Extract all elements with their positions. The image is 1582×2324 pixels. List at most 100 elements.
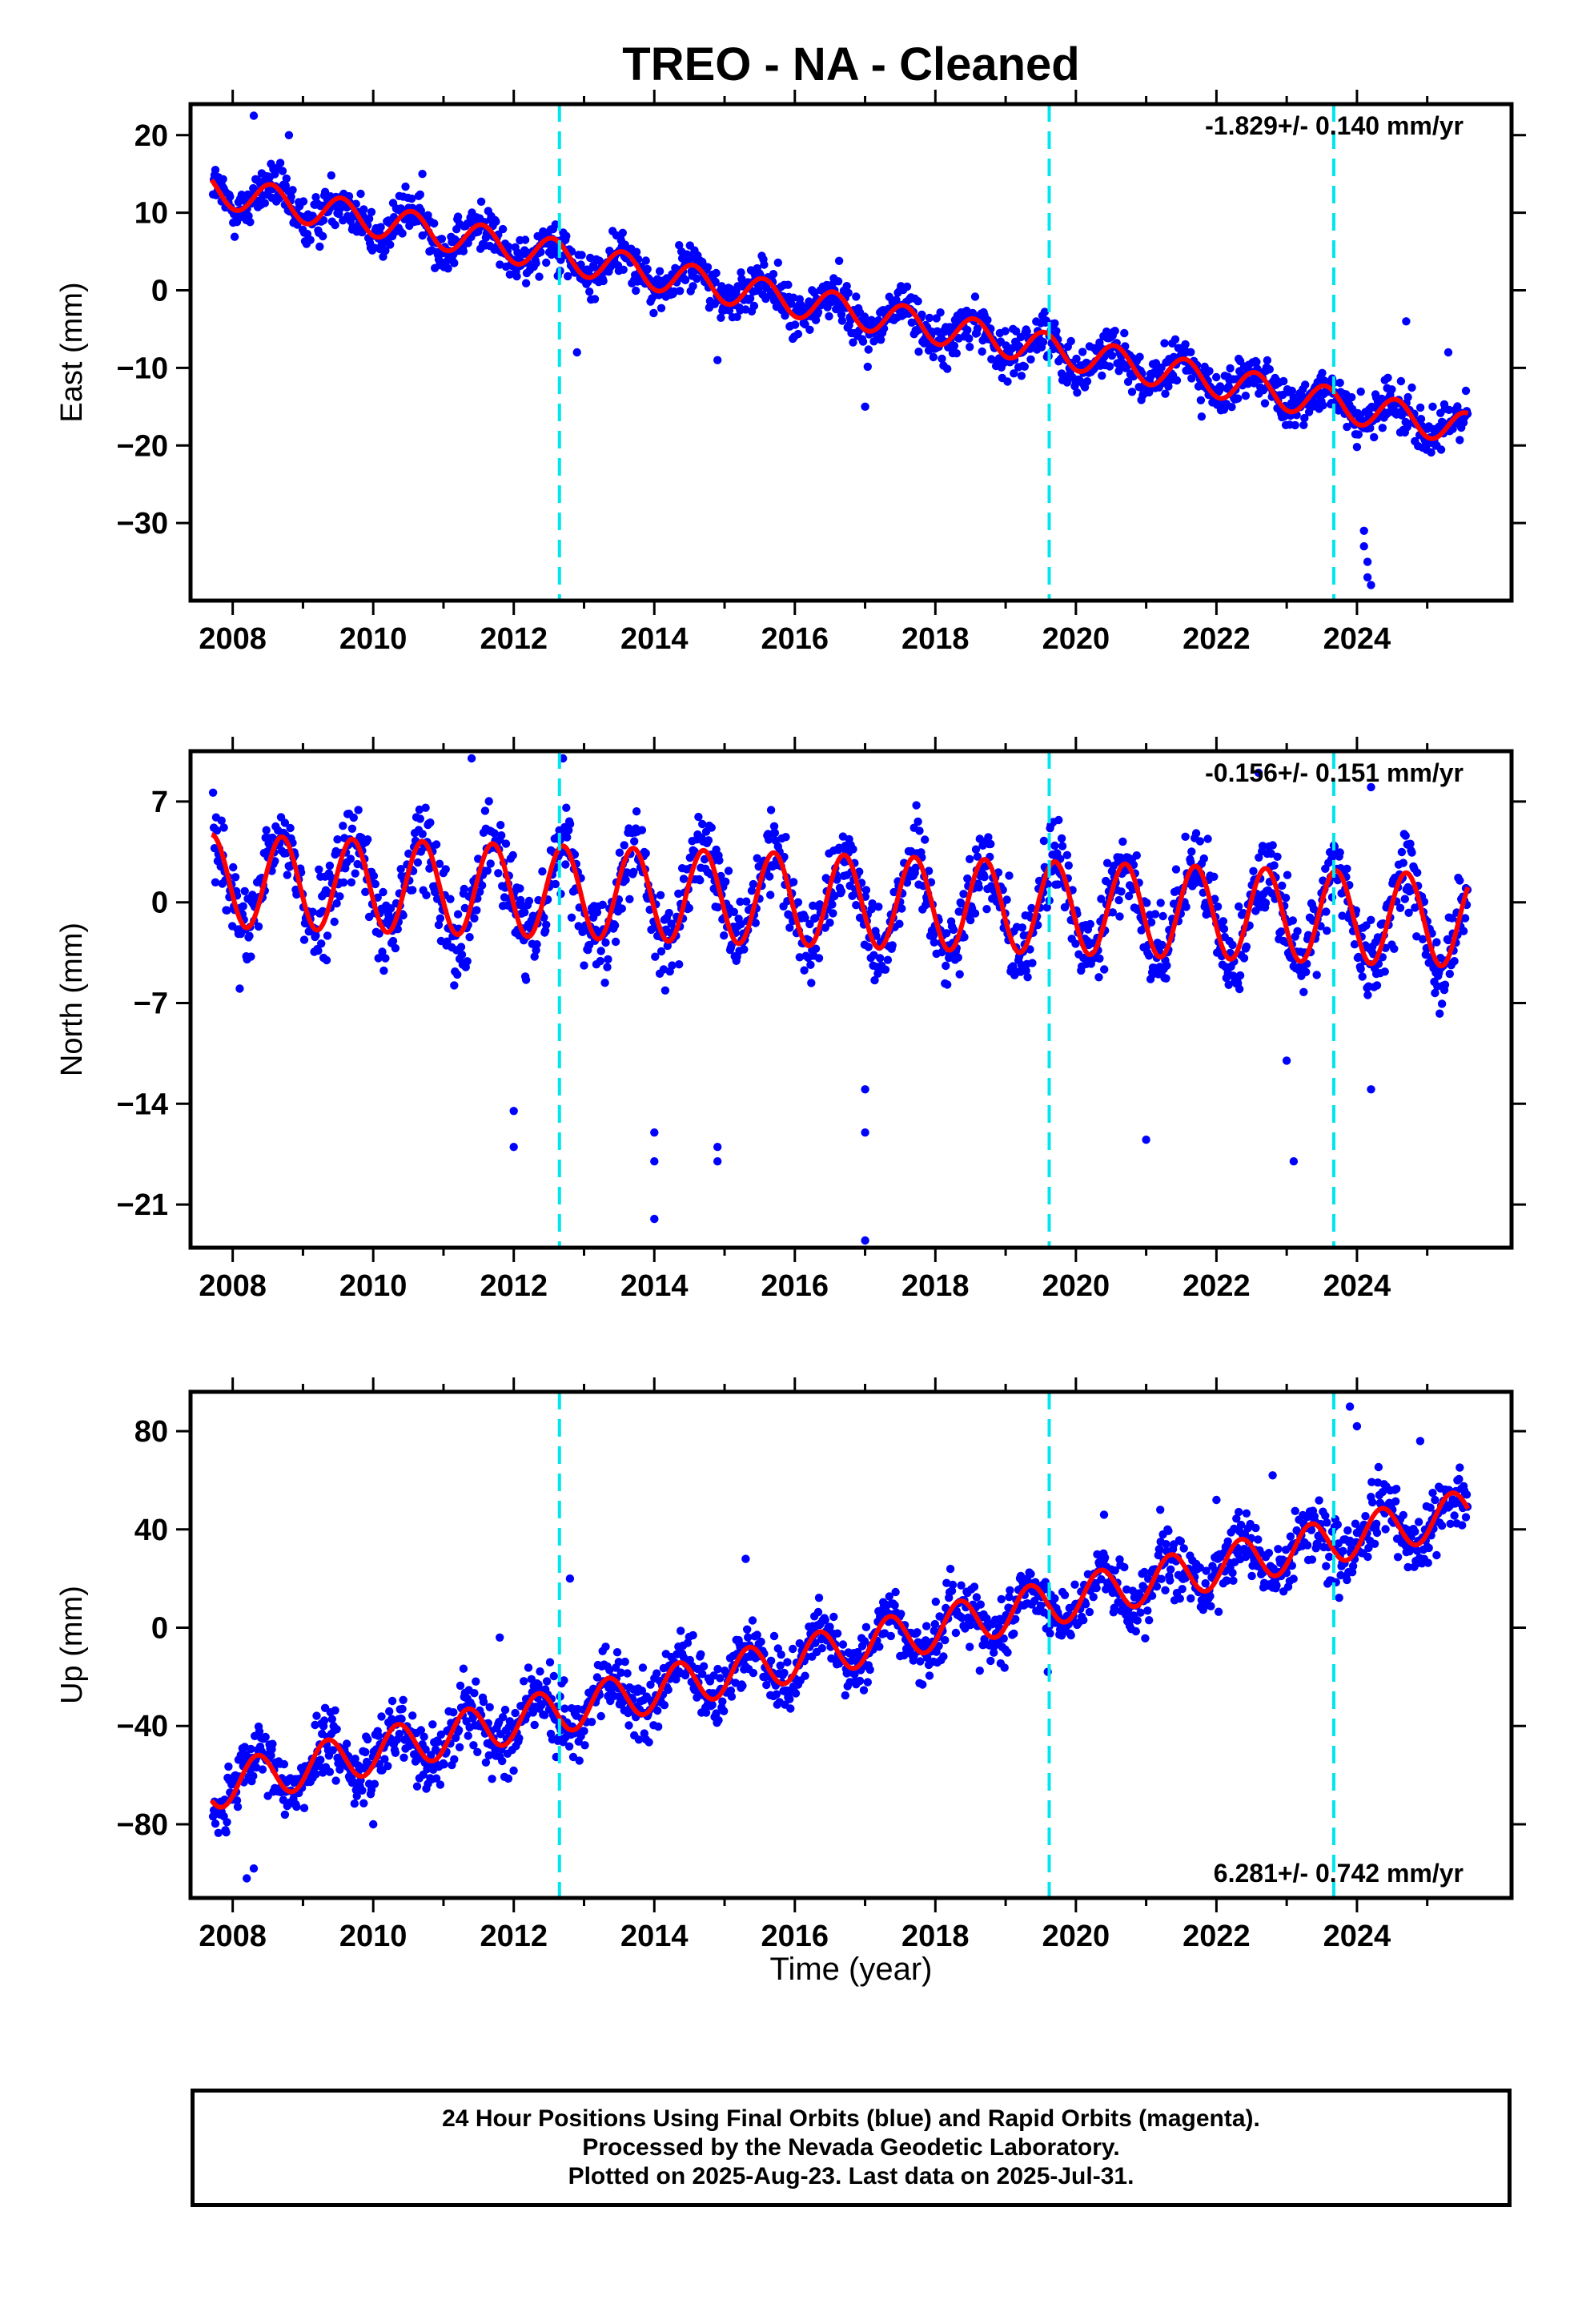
data-point	[942, 929, 951, 938]
data-point	[1390, 944, 1399, 954]
data-point	[356, 189, 365, 199]
data-point	[331, 1706, 339, 1715]
data-point	[1335, 378, 1344, 388]
data-point	[1022, 967, 1030, 975]
data-point	[833, 277, 843, 286]
data-point	[1270, 861, 1279, 870]
data-point	[449, 1708, 458, 1717]
data-point	[1325, 1552, 1334, 1562]
data-point	[1322, 1562, 1331, 1570]
data-point	[418, 231, 427, 240]
data-point	[881, 965, 890, 975]
data-point	[1082, 377, 1092, 386]
data-point	[1206, 1592, 1215, 1601]
data-point	[724, 866, 733, 875]
data-point	[747, 887, 757, 895]
data-point	[432, 1774, 441, 1783]
x-tick-label: 2012	[480, 622, 548, 656]
data-point	[1023, 973, 1032, 982]
data-point	[211, 1819, 220, 1828]
data-point	[1415, 403, 1425, 412]
data-point	[226, 192, 235, 201]
data-point	[472, 906, 481, 915]
data-point	[1201, 1578, 1210, 1588]
data-point	[421, 803, 430, 812]
outlier-point	[713, 1157, 722, 1166]
data-point	[885, 1592, 894, 1601]
data-point	[850, 1670, 859, 1679]
data-point	[288, 186, 297, 195]
data-point	[1443, 935, 1453, 945]
data-point	[512, 271, 521, 281]
data-point	[987, 355, 996, 364]
data-point	[485, 1703, 494, 1711]
data-point	[520, 1677, 528, 1686]
data-point	[325, 1767, 335, 1776]
data-point	[939, 1652, 948, 1661]
data-point	[807, 979, 816, 987]
data-point	[624, 1721, 633, 1730]
data-point	[352, 1791, 361, 1800]
data-point	[729, 907, 738, 917]
data-point	[966, 915, 975, 925]
data-point	[1299, 987, 1308, 997]
data-point	[1097, 1574, 1106, 1584]
data-point	[999, 1634, 1008, 1643]
data-point	[621, 875, 630, 884]
data-point	[456, 943, 466, 951]
data-point	[880, 1629, 889, 1638]
data-point	[1057, 834, 1066, 843]
data-point	[224, 1762, 233, 1771]
data-point	[1352, 443, 1362, 452]
data-point	[971, 845, 981, 854]
data-point	[632, 807, 641, 816]
data-point	[450, 981, 459, 990]
velocity-label: -1.829+/- 0.140 mm/yr	[1205, 111, 1464, 140]
data-point	[1042, 903, 1052, 912]
data-point	[299, 935, 309, 944]
data-point	[1011, 1614, 1020, 1624]
data-point	[1027, 903, 1036, 913]
data-point	[1133, 1616, 1142, 1625]
data-point	[587, 1718, 596, 1727]
data-point	[701, 1708, 711, 1717]
data-point	[1413, 868, 1422, 877]
data-point	[1147, 1591, 1157, 1600]
data-point	[1242, 942, 1251, 951]
data-point	[1254, 1535, 1263, 1544]
data-point	[1401, 831, 1410, 840]
data-point	[374, 1731, 383, 1740]
data-point	[1181, 832, 1190, 842]
y-tick-label: −7	[134, 987, 168, 1020]
data-point	[1066, 1630, 1075, 1640]
data-point	[412, 1782, 422, 1791]
data-point	[1036, 1601, 1046, 1610]
data-point	[488, 1775, 496, 1783]
data-point	[1195, 1563, 1205, 1572]
data-point	[1268, 841, 1277, 850]
data-point	[401, 182, 410, 191]
data-point	[391, 1748, 400, 1757]
data-point	[430, 219, 439, 228]
data-point	[638, 1663, 648, 1672]
data-point	[766, 891, 775, 899]
data-point	[1224, 980, 1233, 990]
data-point	[833, 1629, 842, 1638]
data-point	[387, 1696, 397, 1706]
data-point	[393, 925, 402, 934]
data-point	[1453, 402, 1462, 411]
data-point	[592, 1673, 602, 1682]
data-point	[911, 863, 920, 872]
y-tick-label: 10	[135, 197, 168, 231]
x-tick-label: 2016	[761, 622, 829, 656]
data-point	[1012, 327, 1021, 336]
data-point	[1235, 971, 1245, 980]
data-point	[1283, 870, 1292, 879]
outlier-point	[650, 1128, 659, 1137]
data-point	[1263, 356, 1272, 365]
data-point	[311, 931, 320, 940]
data-point	[339, 822, 347, 830]
data-point	[1228, 940, 1237, 950]
data-point	[716, 1674, 725, 1683]
data-point	[1054, 815, 1063, 825]
